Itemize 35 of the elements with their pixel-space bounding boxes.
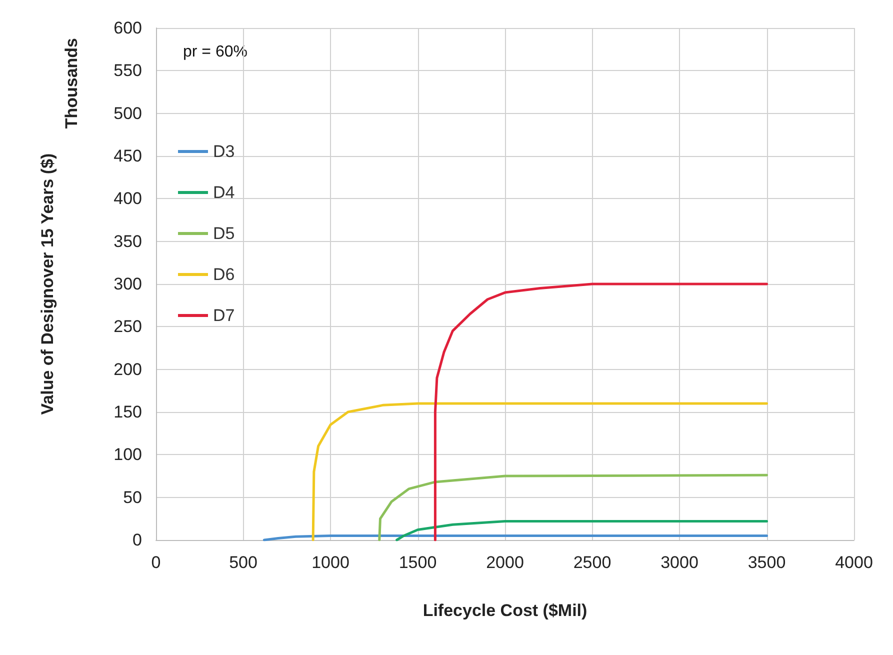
y-tick-label: 400 — [114, 189, 142, 208]
legend-label: D7 — [213, 306, 235, 325]
line-series — [378, 474, 768, 542]
x-tick-label: 3500 — [748, 553, 786, 572]
x-tick-label: 1000 — [312, 553, 350, 572]
y-tick-label: 450 — [114, 146, 142, 166]
legend-label: D6 — [213, 265, 235, 284]
x-tick-label: 3000 — [660, 553, 698, 572]
text: Thousands — [62, 38, 81, 129]
y-tick-label: 350 — [114, 232, 142, 251]
legend-label: D4 — [213, 183, 235, 202]
line-series — [396, 520, 768, 542]
legend-label: D3 — [213, 142, 235, 161]
y-tick-label: 500 — [114, 104, 142, 123]
y-tick-label: 600 — [114, 18, 142, 38]
y-axis-title: Value of Designover 15 Years ($) — [38, 153, 57, 415]
y-tick-label: 250 — [114, 317, 142, 336]
legend-label: D5 — [213, 224, 235, 243]
x-tick-label: 2500 — [573, 553, 612, 572]
y-tick-label: 50 — [123, 488, 142, 507]
y-tick-label: 300 — [114, 274, 142, 294]
x-tick-label: 2000 — [486, 553, 524, 572]
y-tick-label: 200 — [114, 360, 142, 379]
line-series — [434, 282, 768, 542]
x-tick-label: 1500 — [398, 553, 437, 572]
y-tick-label: 550 — [114, 61, 142, 80]
y-tick-label: 0 — [132, 530, 142, 550]
x-axis-title: Lifecycle Cost ($Mil) — [422, 601, 588, 620]
annotation: pr = 60% — [183, 44, 248, 60]
y-tick-label: 150 — [114, 402, 142, 422]
x-tick-label: 500 — [229, 553, 258, 572]
y-tick-label: 100 — [114, 445, 142, 464]
x-tick-label: 4000 — [835, 553, 873, 572]
line-series — [312, 402, 768, 542]
x-tick-label: 0 — [151, 553, 161, 572]
